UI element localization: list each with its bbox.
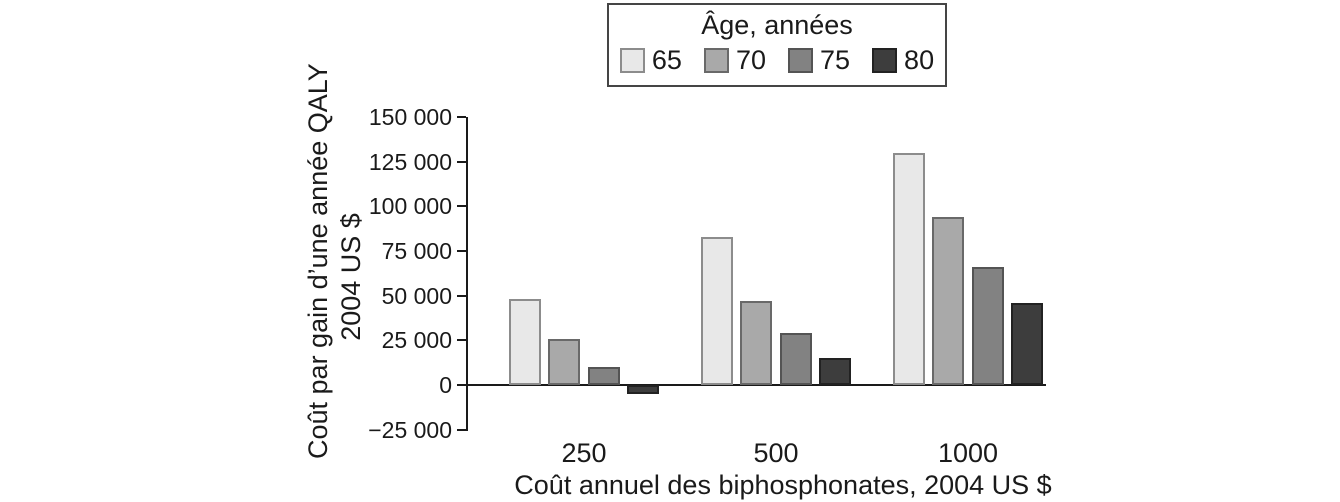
legend-swatch-65 xyxy=(619,48,645,73)
legend-item-label: 75 xyxy=(820,45,851,75)
legend-item-65: 65 xyxy=(619,45,682,76)
y-tick xyxy=(457,205,466,208)
y-tick-label: 150 000 xyxy=(368,103,452,130)
y-tick-label: −25 000 xyxy=(368,416,452,443)
legend-swatch-70 xyxy=(703,48,729,73)
x-tick-label: 1000 xyxy=(937,438,999,468)
bar-500-75 xyxy=(779,333,812,385)
bar-500-65 xyxy=(701,236,733,385)
y-tick xyxy=(457,115,466,118)
x-tick-label: 500 xyxy=(753,438,799,468)
y-tick xyxy=(457,160,466,163)
bar-250-80 xyxy=(626,385,659,394)
y-tick xyxy=(457,384,466,386)
legend-item-75: 75 xyxy=(788,45,850,76)
y-tick-label: 50 000 xyxy=(381,282,452,309)
legend-swatch-80 xyxy=(872,48,898,73)
bar-500-70 xyxy=(740,300,773,385)
x-baseline xyxy=(466,384,1046,386)
bar-250-75 xyxy=(587,367,620,385)
bar-1000-70 xyxy=(932,216,965,385)
legend: Âge, années 65 70 75 80 xyxy=(607,3,947,87)
legend-item-80: 80 xyxy=(872,45,934,76)
legend-title: Âge, années xyxy=(701,10,853,40)
bar-1000-65 xyxy=(893,152,925,385)
bar-250-65 xyxy=(509,299,541,385)
y-axis-line xyxy=(466,117,468,431)
legend-item-70: 70 xyxy=(703,45,766,76)
legend-items: 65 70 75 80 xyxy=(609,45,945,76)
y-tick-label: 25 000 xyxy=(381,327,452,354)
y-tick-label: 100 000 xyxy=(368,193,452,220)
bar-1000-75 xyxy=(971,266,1004,385)
y-tick xyxy=(457,339,466,342)
legend-swatch-75 xyxy=(788,48,813,73)
bar-250-70 xyxy=(548,338,581,385)
y-tick xyxy=(457,294,466,297)
y-tick-label: 75 000 xyxy=(381,237,452,264)
y-tick-label: 125 000 xyxy=(368,148,452,175)
bar-1000-80 xyxy=(1010,302,1043,385)
x-tick-label: 250 xyxy=(561,438,607,468)
legend-item-label: 80 xyxy=(904,45,935,75)
x-axis-title: Coût annuel des biphosphonates, 2004 US … xyxy=(514,470,1052,500)
legend-item-label: 70 xyxy=(735,45,766,75)
bar-500-80 xyxy=(818,358,851,385)
y-tick-label: 0 xyxy=(439,372,452,398)
y-tick xyxy=(457,249,466,252)
y-tick xyxy=(457,428,466,431)
legend-item-label: 65 xyxy=(651,45,682,75)
